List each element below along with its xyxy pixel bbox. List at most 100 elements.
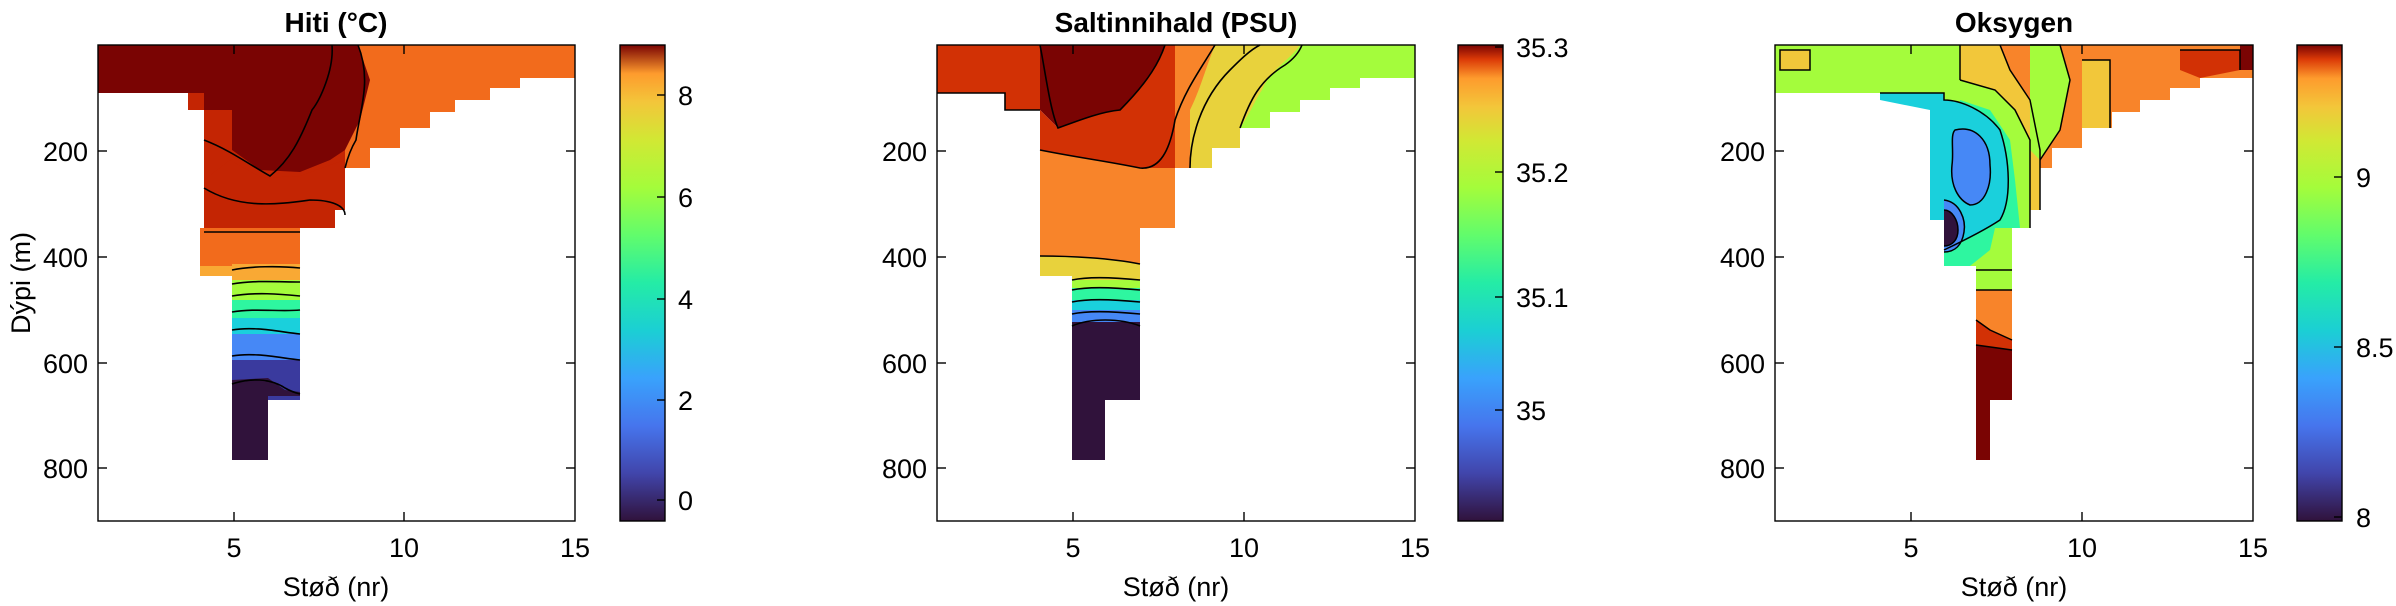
title-temperature: Hiti (°C) bbox=[285, 7, 388, 38]
ytick-label-sal-200: 200 bbox=[882, 137, 927, 167]
colorbar-temperature bbox=[619, 44, 666, 522]
contour-temp-1 bbox=[203, 44, 333, 177]
contour-sal-7 bbox=[1071, 276, 1141, 281]
colorbar-oxygen bbox=[2296, 44, 2343, 522]
xlabel-oxygen: Støð (nr) bbox=[1961, 572, 2068, 602]
ytick-label-temp-200: 200 bbox=[43, 137, 88, 167]
axes-box-oxygen bbox=[1774, 44, 2254, 522]
ytick-label-temp-800: 800 bbox=[43, 454, 88, 484]
ticks-oxygen bbox=[1775, 45, 2253, 521]
band-oxy-8.85-left bbox=[1780, 50, 1810, 70]
cbtick-label-sal-35.3: 35.3 bbox=[1516, 33, 1569, 63]
xtick-label-temp-15: 15 bbox=[560, 533, 590, 563]
contour-oxy-15 bbox=[1975, 344, 2013, 351]
band-oxy-8.35 bbox=[1951, 129, 1991, 205]
band-oxy-8.1 bbox=[1944, 210, 1958, 246]
cbtick-label-sal-35.2: 35.2 bbox=[1516, 158, 1569, 188]
cbtick-label-oxy-8: 8 bbox=[2356, 503, 2371, 533]
panel-temperature: Hiti (°C) 5 10 15 200 400 600 800 Støð (… bbox=[6, 7, 693, 602]
cbtick-label-temp-4: 4 bbox=[678, 285, 693, 315]
band-sal-35.03 bbox=[1072, 300, 1140, 310]
contour-temp-3 bbox=[203, 187, 346, 216]
contours-temperature bbox=[203, 44, 366, 395]
contour-sal-4 bbox=[1189, 44, 1261, 169]
ticks-salinity bbox=[937, 45, 1415, 521]
contour-oxy-5 bbox=[1943, 209, 1959, 247]
cbtick-label-sal-35.1: 35.1 bbox=[1516, 283, 1569, 313]
contour-oxy-7 bbox=[1999, 44, 2041, 210]
band-sal-35.2-top bbox=[1165, 45, 1215, 228]
cbtick-label-temp-2: 2 bbox=[678, 386, 693, 416]
contour-sal-8 bbox=[1071, 286, 1141, 291]
xtick-label-sal-5: 5 bbox=[1065, 533, 1080, 563]
xtick-label-sal-10: 10 bbox=[1229, 533, 1259, 563]
contour-temp-11 bbox=[231, 379, 301, 395]
cbtick-label-oxy-8.5: 8.5 bbox=[2356, 333, 2394, 363]
ytick-label-temp-600: 600 bbox=[43, 349, 88, 379]
band-temp-2.0 bbox=[232, 300, 300, 318]
xtick-label-sal-15: 15 bbox=[1400, 533, 1430, 563]
contours-oxygen bbox=[1779, 44, 2241, 351]
contour-oxy-4 bbox=[1943, 199, 1966, 253]
contour-temp-5 bbox=[231, 265, 301, 271]
band-sal-34.94 bbox=[1072, 322, 1140, 460]
panel-salinity: Saltinnihald (PSU) 5 10 15 200 400 600 8… bbox=[882, 7, 1569, 602]
contour-sal-11 bbox=[1071, 319, 1141, 327]
contour-oxy-3 bbox=[1950, 128, 1992, 206]
band-temp-lower-col bbox=[268, 396, 300, 400]
contour-sal-1 bbox=[937, 92, 1040, 111]
band-sal-35.12 bbox=[1190, 45, 1300, 168]
contour-oxy-14 bbox=[1975, 319, 2013, 341]
ytick-label-sal-800: 800 bbox=[882, 454, 927, 484]
contour-temp-2 bbox=[344, 44, 366, 169]
axes-box-temperature bbox=[97, 44, 576, 522]
contour-oxy-1 bbox=[1880, 92, 2009, 251]
band-oxy-8.85-top bbox=[2082, 60, 2110, 128]
ticks-temperature bbox=[98, 45, 575, 521]
xtick-label-oxy-5: 5 bbox=[1903, 533, 1918, 563]
ytick-label-sal-600: 600 bbox=[882, 349, 927, 379]
band-oxy-9.1-top bbox=[2180, 50, 2240, 78]
plot-area-temperature bbox=[98, 44, 575, 460]
xlabel-salinity: Støð (nr) bbox=[1123, 572, 1230, 602]
contour-oxy-9 bbox=[2082, 59, 2111, 128]
xtick-label-temp-10: 10 bbox=[389, 533, 419, 563]
ytick-label-oxy-400: 400 bbox=[1720, 243, 1765, 273]
contour-temp-6 bbox=[231, 280, 301, 285]
contour-sal-6 bbox=[1039, 255, 1141, 265]
cbtick-label-temp-0: 0 bbox=[678, 486, 693, 516]
cbtick-label-temp-6: 6 bbox=[678, 183, 693, 213]
xtick-label-oxy-15: 15 bbox=[2238, 533, 2268, 563]
contour-oxy-10 bbox=[2180, 49, 2241, 70]
band-oxy-9.3-top bbox=[2240, 45, 2253, 70]
band-oxy-8.95-deep bbox=[1976, 276, 2012, 340]
band-temp-1.4 bbox=[232, 318, 300, 334]
band-sal-35.25 bbox=[1040, 45, 1175, 228]
contour-temp-7 bbox=[231, 292, 301, 297]
band-oxy-8.35-edge bbox=[1944, 200, 1965, 252]
ytick-label-temp-400: 400 bbox=[43, 243, 88, 273]
cbtick-label-sal-35: 35 bbox=[1516, 396, 1546, 426]
band-sal-35.29 bbox=[1040, 45, 1165, 128]
xtick-label-temp-5: 5 bbox=[226, 533, 241, 563]
contour-oxy-11 bbox=[1779, 49, 1811, 71]
ytick-label-oxy-800: 800 bbox=[1720, 454, 1765, 484]
colorbar-ticks-salinity bbox=[1495, 46, 1503, 411]
band-sal-35.25-left bbox=[937, 45, 1040, 110]
band-temp-7.8-deep bbox=[204, 160, 345, 228]
ytick-label-oxy-200: 200 bbox=[1720, 137, 1765, 167]
contour-sal-9 bbox=[1071, 298, 1141, 303]
band-oxy-8.75-deep bbox=[1976, 270, 2012, 290]
contour-sal-5 bbox=[1239, 44, 1303, 129]
band-sal-35.08 bbox=[1072, 288, 1140, 300]
ylabel-temperature: Dýpi (m) bbox=[6, 232, 36, 334]
contour-sal-2 bbox=[1039, 44, 1166, 130]
title-oxygen: Oksygen bbox=[1955, 7, 2073, 38]
colorbar-ticks-oxygen bbox=[2334, 176, 2342, 518]
band-sal-35.2 bbox=[1040, 150, 1175, 264]
contour-oxy-2 bbox=[1959, 79, 2031, 228]
panel-oxygen: Oksygen 5 10 15 200 400 600 800 Støð (nr… bbox=[1720, 7, 2394, 602]
xlabel-temperature: Støð (nr) bbox=[283, 572, 390, 602]
contour-temp-8 bbox=[231, 309, 301, 313]
